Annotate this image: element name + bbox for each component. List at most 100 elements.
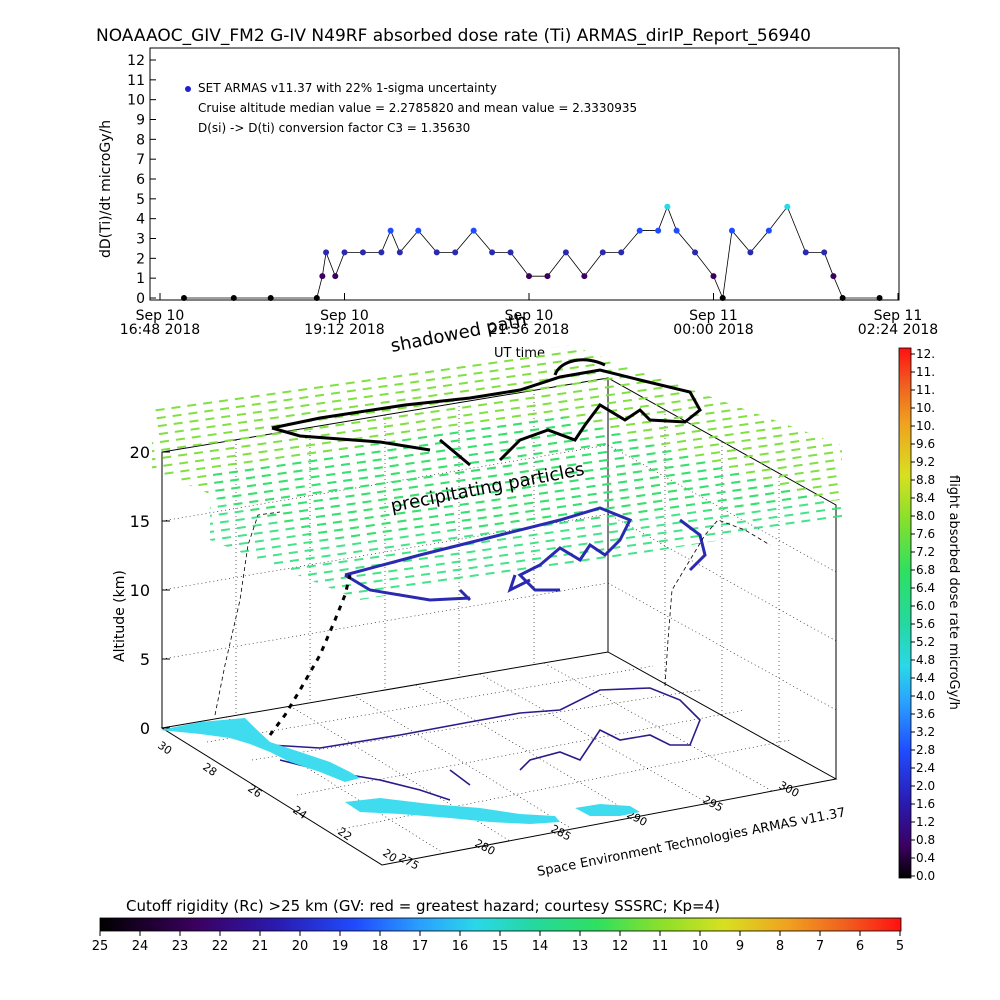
dose-colorbar-tick-label: 2.4 — [916, 761, 935, 775]
dose-point — [821, 249, 828, 256]
dose-colorbar-tick-label: 10. — [916, 419, 935, 433]
rigidity-colorbar-tick-label: 24 — [132, 939, 149, 954]
dose-point — [655, 227, 662, 234]
rigidity-colorbar-tick-label: 20 — [292, 939, 309, 954]
longitude-tick-label: 275 — [397, 851, 422, 872]
dose-colorbar-tick-label: 1.6 — [916, 797, 935, 811]
dose-colorbar-tick-label: 5.2 — [916, 635, 935, 649]
dose-point — [562, 249, 569, 256]
longitude-tick-label: 300 — [777, 779, 802, 800]
dose-point — [319, 273, 326, 280]
dose-y-tick-label: 9 — [136, 113, 145, 129]
dose-point — [323, 249, 330, 256]
dose-y-tick-label: 7 — [136, 152, 145, 168]
dose-point — [396, 249, 403, 256]
ascent-shadow-line — [214, 511, 281, 716]
altitude-tick-label: 15 — [130, 512, 150, 531]
rigidity-colorbar-tick-label: 5 — [896, 939, 904, 954]
dose-colorbar-tick-label: 11. — [916, 383, 935, 397]
longitude-tick-label: 295 — [701, 793, 726, 814]
rigidity-colorbar-tick-label: 7 — [816, 939, 824, 954]
dose-point — [876, 295, 883, 301]
dose-y-tick-label: 0 — [136, 291, 145, 307]
dose-point — [673, 227, 680, 234]
dose-point — [599, 249, 606, 256]
dose-point — [581, 273, 588, 280]
dose-colorbar-tick-label: 6.0 — [916, 599, 935, 613]
dose-colorbar-tick-label: 0.0 — [916, 869, 935, 883]
figure-title: NOAAAOC_GIV_FM2 G-IV N49RF absorbed dose… — [96, 26, 811, 46]
rigidity-colorbar-block: Cutoff rigidity (Rc) >25 km (GV: red = g… — [92, 897, 904, 954]
dose-colorbar-tick-label: 11. — [916, 365, 935, 379]
rigidity-colorbar-tick-label: 8 — [776, 939, 784, 954]
dose-colorbar-tick-label: 9.6 — [916, 437, 935, 451]
dose-y-tick-label: 8 — [136, 132, 145, 148]
rigidity-colorbar-tick-label: 12 — [612, 939, 629, 954]
dose-y-tick-label: 2 — [136, 251, 145, 267]
dose-point — [692, 249, 699, 256]
dose-colorbar-tick-label: 8.8 — [916, 473, 935, 487]
rigidity-colorbar-tick-label: 11 — [652, 939, 669, 954]
dose-plot-frame — [149, 47, 900, 301]
dose-y-tick-label: 6 — [136, 172, 145, 188]
legend-entry: SET ARMAS v11.37 with 22% 1-sigma uncert… — [198, 81, 497, 95]
dose-point — [387, 227, 394, 234]
dose-y-axis-label: dD(Ti)/dt microGy/h — [98, 120, 114, 258]
dose-y-tick-label: 10 — [127, 93, 145, 109]
dose-point — [452, 249, 459, 256]
dose-colorbar-tick-label: 0.4 — [916, 851, 935, 865]
rigidity-colorbar-tick-label: 18 — [372, 939, 389, 954]
dose-colorbar-tick-label: 2.0 — [916, 779, 935, 793]
dose-colorbar-tick-label: 0.8 — [916, 833, 935, 847]
rigidity-colorbar — [99, 917, 902, 932]
longitude-tick-label: 280 — [473, 837, 498, 858]
dose-point — [765, 227, 772, 234]
altitude-ticks: 0 5 10 15 20 — [130, 443, 170, 738]
dose-x-tick-date: Sep 10 — [136, 308, 185, 324]
dose-y-tick-label: 5 — [136, 192, 145, 208]
dose-colorbar-tick-label: 4.8 — [916, 653, 935, 667]
rigidity-colorbar-tick-label: 6 — [856, 939, 864, 954]
dose-x-tick-time: 21:36 2018 — [489, 322, 569, 338]
florida-land — [160, 718, 360, 782]
dose-y-tick-label: 11 — [127, 73, 145, 89]
descent-shadow-line — [664, 519, 771, 687]
latitude-tick-label: 24 — [290, 803, 309, 822]
dose-point — [359, 249, 366, 256]
latitude-tick-label: 22 — [335, 825, 354, 844]
credit-label: Space Environment Technologies ARMAS v11… — [536, 805, 847, 880]
dose-point — [544, 273, 551, 280]
dose-point — [267, 295, 274, 301]
dose-point — [433, 249, 440, 256]
dose-point — [719, 295, 726, 301]
dose-x-tick-date: Sep 11 — [874, 308, 923, 324]
dose-point — [470, 227, 477, 234]
rigidity-colorbar-ticks: 25 24 23 22 21 20 19 18 17 16 15 14 13 12 11 10 9 8 7 6 5 — [92, 931, 904, 954]
shadowed-path-outline — [271, 368, 702, 467]
longitude-tick-label: 285 — [549, 822, 574, 843]
dose-x-tick-date: Sep 10 — [505, 308, 554, 324]
dose-colorbar-tick-label: 4.0 — [916, 689, 935, 703]
dose-y-tick-label: 3 — [136, 232, 145, 248]
dose-colorbar-tick-label: 2.8 — [916, 743, 935, 757]
rigidity-colorbar-tick-label: 16 — [452, 939, 469, 954]
dose-colorbar-tick-label: 10. — [916, 401, 935, 415]
dose-colorbar-tick-label: 3.6 — [916, 707, 935, 721]
dose-point — [332, 273, 339, 280]
rigidity-colorbar-tick-label: 10 — [692, 939, 709, 954]
dose-x-tick-time: 16:48 2018 — [120, 322, 200, 338]
cuba-land — [345, 798, 560, 824]
dose-colorbar-tick-label: 7.2 — [916, 545, 935, 559]
altitude-tick-label: 20 — [130, 443, 150, 462]
rigidity-title: Cutoff rigidity (Rc) >25 km (GV: red = g… — [126, 897, 720, 915]
dose-point — [489, 249, 496, 256]
rigidity-colorbar-tick-label: 15 — [492, 939, 509, 954]
rigidity-colorbar-tick-label: 17 — [412, 939, 429, 954]
dose-point — [830, 273, 837, 280]
legend-conversion-text: D(si) -> D(ti) conversion factor C3 = 1.… — [198, 121, 470, 135]
dose-point — [180, 295, 187, 301]
flight-track-aloft — [344, 506, 707, 602]
ascent-track — [268, 574, 352, 736]
